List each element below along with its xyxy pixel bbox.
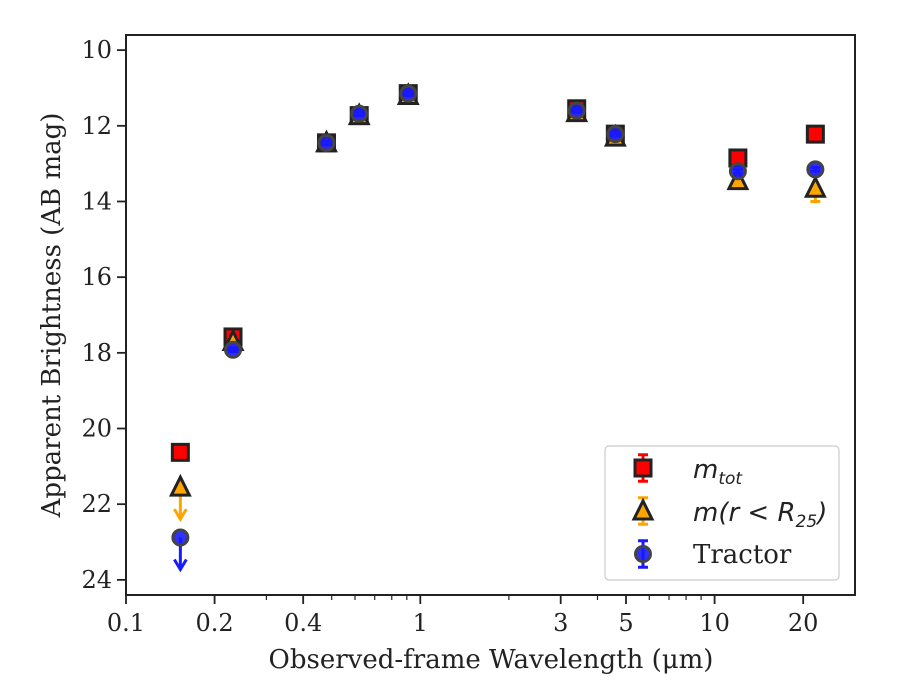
legend-marker-square xyxy=(633,458,653,478)
data-point-circle xyxy=(806,160,825,179)
data-points xyxy=(168,82,827,573)
x-tick-label: 3 xyxy=(553,609,568,637)
legend-marker-circle xyxy=(634,545,652,563)
y-tick-label: 22 xyxy=(81,490,112,518)
y-tick-label: 18 xyxy=(81,339,112,367)
x-axis-ticks: 0.1 0.2 0.4 1 3 5 10 20 xyxy=(107,595,819,637)
y-axis-ticks: 10 12 14 16 18 20 22 24 xyxy=(81,36,126,594)
x-tick-label: 5 xyxy=(618,609,633,637)
data-point-square xyxy=(170,442,190,462)
legend-mtot-sub: tot xyxy=(718,469,743,489)
legend: mtot m(r < R25) Tractor xyxy=(604,445,840,581)
y-tick-label: 14 xyxy=(81,187,112,215)
data-point-circle xyxy=(728,162,747,181)
legend-label-mtot: mtot xyxy=(693,455,743,489)
legend-mr25-main: m(r < R xyxy=(693,498,796,528)
series-circle xyxy=(171,84,825,573)
upper-limit-arrowhead xyxy=(173,558,188,573)
data-point-circle xyxy=(171,528,190,547)
upper-limit-arrowhead xyxy=(173,508,188,523)
legend-box xyxy=(604,445,840,581)
y-axis-title: Apparent Brightness (AB mag) xyxy=(37,113,67,519)
legend-label-mr25: m(r < R25) xyxy=(693,498,827,532)
legend-markers xyxy=(631,453,655,569)
legend-marker-triangle xyxy=(631,497,655,521)
data-point-triangle xyxy=(803,174,827,198)
y-tick-label: 10 xyxy=(81,36,112,64)
data-point-circle xyxy=(567,101,586,120)
x-tick-label: 0.4 xyxy=(284,609,322,637)
y-tick-label: 24 xyxy=(81,566,112,594)
data-point-circle xyxy=(317,133,336,152)
legend-mr25-close: ) xyxy=(815,498,827,528)
data-point-triangle xyxy=(168,473,192,497)
legend-mr25-sub: 25 xyxy=(796,512,818,532)
legend-label-tractor: Tractor xyxy=(693,540,792,570)
plot-frame xyxy=(125,34,856,596)
y-tick-label: 12 xyxy=(81,112,112,140)
x-tick-label: 1 xyxy=(413,609,428,637)
y-tick-label: 16 xyxy=(81,263,112,291)
data-point-square xyxy=(805,124,825,144)
x-tick-label: 0.1 xyxy=(107,609,145,637)
axes xyxy=(125,34,856,596)
y-tick-label: 20 xyxy=(81,415,112,443)
x-tick-label: 0.2 xyxy=(196,609,234,637)
series-square xyxy=(170,84,825,462)
x-tick-label: 20 xyxy=(788,609,819,637)
data-point-circle xyxy=(224,340,243,359)
x-axis-title: Observed-frame Wavelength (μm) xyxy=(269,645,714,675)
data-point-circle xyxy=(399,84,418,103)
data-point-circle xyxy=(350,104,369,123)
data-point-circle xyxy=(606,125,625,144)
x-tick-label: 10 xyxy=(699,609,730,637)
legend-mtot-main: m xyxy=(693,455,718,485)
